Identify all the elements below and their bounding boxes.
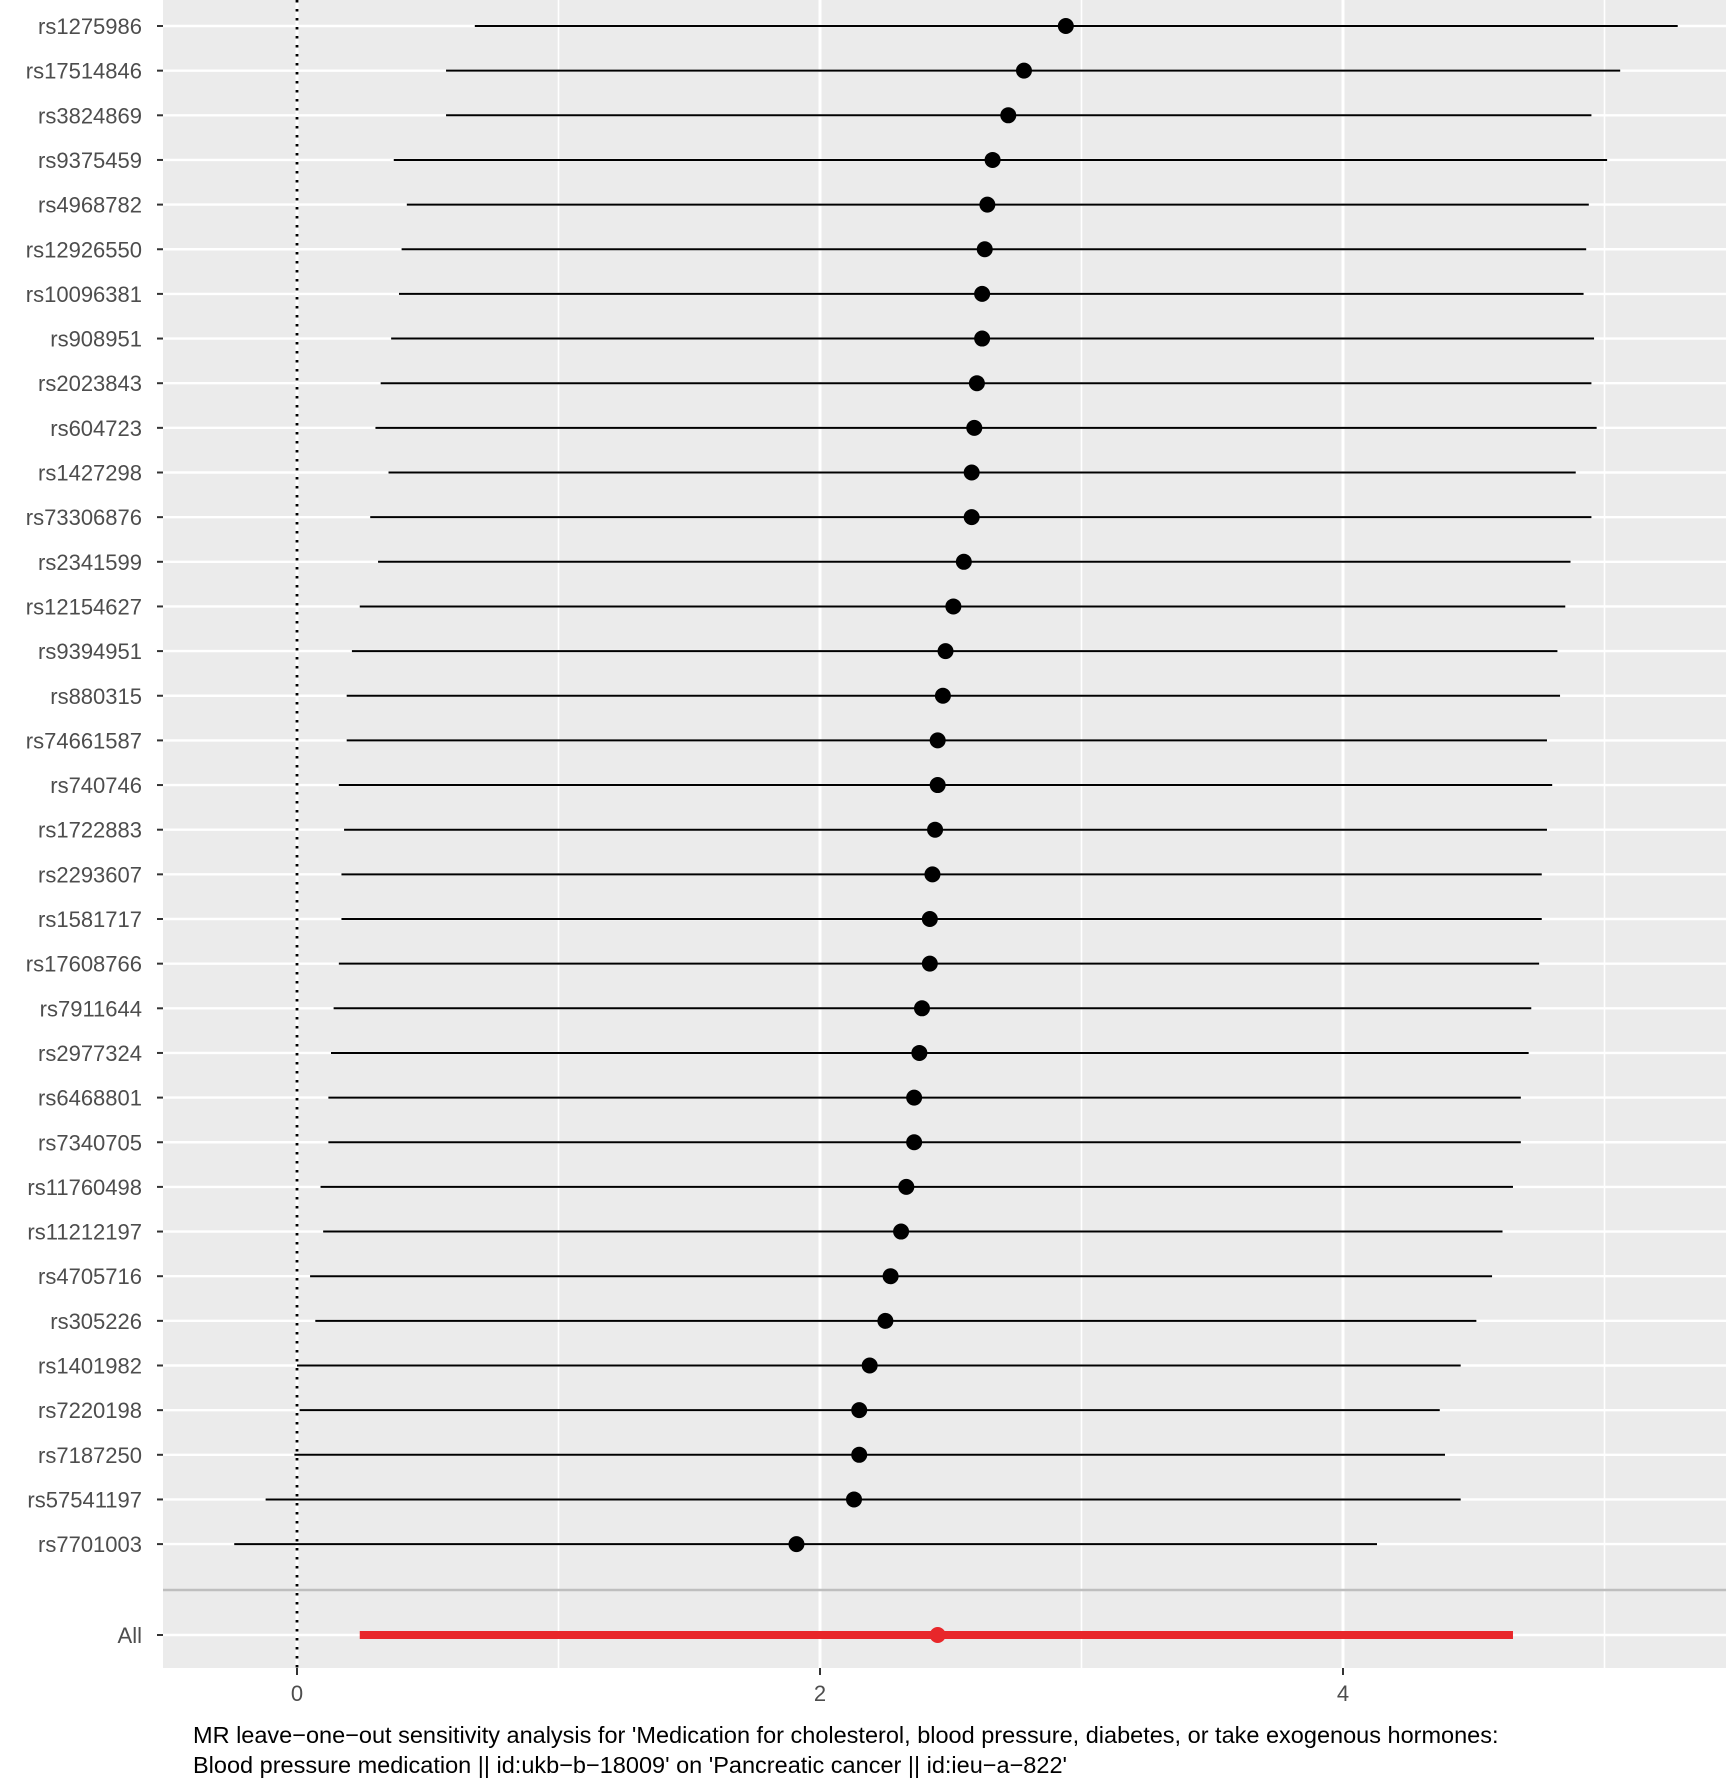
panel-background: [163, 0, 1726, 1668]
y-tick-label-rs908951: rs908951: [50, 327, 142, 352]
point-rs1581717: [921, 911, 938, 927]
y-tick-label-rs2977324: rs2977324: [38, 1041, 142, 1066]
point-rs7701003: [788, 1536, 805, 1553]
y-tick-label-rs4705716: rs4705716: [38, 1264, 142, 1289]
y-tick-label-rs17608766: rs17608766: [26, 952, 142, 977]
point-rs604723: [966, 419, 983, 436]
y-tick-label-rs11212197: rs11212197: [27, 1220, 142, 1245]
y-tick-label-rs2023843: rs2023843: [38, 371, 142, 396]
y-tick-label-rs4968782: rs4968782: [38, 193, 142, 218]
y-tick-label-rs3824869: rs3824869: [38, 103, 142, 128]
y-tick-label-rs2293607: rs2293607: [38, 862, 142, 887]
summary-estimate: [359, 1627, 1513, 1643]
y-tick-label-rs9394951: rs9394951: [38, 639, 142, 664]
y-tick-label-rs12154627: rs12154627: [26, 594, 142, 619]
y-tick-label-rs1722883: rs1722883: [38, 818, 142, 843]
y-tick-label-rs1581717: rs1581717: [38, 907, 142, 932]
y-tick-label-all: All: [118, 1623, 142, 1648]
point-rs12154627: [945, 598, 962, 615]
point-rs7187250: [851, 1446, 868, 1463]
y-tick-label-rs604723: rs604723: [50, 416, 142, 441]
y-tick-label-rs1275986: rs1275986: [38, 14, 142, 39]
point-rs1427298: [963, 464, 980, 481]
point-rs7911644: [913, 1000, 930, 1017]
point-rs880315: [934, 687, 951, 704]
y-tick-label-rs6468801: rs6468801: [38, 1086, 142, 1111]
y-axis-tick-labels: rs1275986 rs17514846 rs3824869 rs9375459 rs4…: [26, 14, 163, 1648]
y-tick-label-rs9375459: rs9375459: [38, 148, 142, 173]
point-rs6468801: [906, 1089, 923, 1106]
y-tick-label-rs10096381: rs10096381: [26, 282, 142, 307]
y-tick-label-rs12926550: rs12926550: [26, 237, 142, 262]
point-rs73306876: [963, 509, 980, 526]
y-tick-label-rs73306876: rs73306876: [26, 505, 142, 530]
point-rs2341599: [955, 553, 972, 570]
y-tick-label-rs7340705: rs7340705: [38, 1130, 142, 1155]
point-rs9375459: [984, 151, 1001, 168]
y-tick-label-rs1427298: rs1427298: [38, 461, 142, 486]
point-rs908951: [974, 330, 991, 347]
point-rs10096381: [974, 285, 991, 302]
x-tick-label: 0: [291, 1681, 303, 1706]
point-rs740746: [929, 777, 946, 794]
point-rs74661587: [929, 732, 946, 749]
point-rs2023843: [968, 375, 985, 392]
point-rs17608766: [921, 955, 938, 972]
y-tick-label-rs57541197: rs57541197: [27, 1487, 142, 1512]
point-rs4968782: [979, 196, 996, 213]
point-rs7220198: [851, 1402, 868, 1419]
y-tick-label-rs305226: rs305226: [50, 1309, 142, 1334]
point-rs9394951: [937, 643, 954, 660]
x-tick-label: 2: [814, 1681, 826, 1706]
y-tick-label-rs7911644: rs7911644: [40, 996, 142, 1021]
point-rs17514846: [1015, 62, 1032, 79]
point-rs11760498: [898, 1178, 915, 1195]
point-rs11212197: [893, 1223, 910, 1240]
point-rs4705716: [882, 1268, 899, 1285]
y-tick-label-rs880315: rs880315: [50, 684, 142, 709]
y-tick-label-rs74661587: rs74661587: [26, 728, 142, 753]
point-rs1401982: [861, 1357, 878, 1374]
y-tick-label-rs2341599: rs2341599: [38, 550, 142, 575]
x-axis-ticks: 0 2 4: [291, 1668, 1349, 1706]
point-rs1722883: [927, 821, 944, 838]
x-axis-label-line-1: MR leave−one−out sensitivity analysis fo…: [193, 1722, 1499, 1748]
x-axis-label-line-2: Blood pressure medication || id:ukb−b−18…: [193, 1752, 1067, 1778]
y-tick-label-rs7701003: rs7701003: [38, 1532, 142, 1557]
y-tick-label-rs7220198: rs7220198: [38, 1398, 142, 1423]
point-rs12926550: [976, 241, 993, 258]
point-rs2977324: [911, 1044, 928, 1061]
x-tick-label: 4: [1337, 1681, 1349, 1706]
y-tick-label-rs17514846: rs17514846: [26, 59, 142, 84]
y-tick-label-rs11760498: rs11760498: [27, 1175, 142, 1200]
y-tick-label-rs740746: rs740746: [50, 773, 142, 798]
point-rs305226: [877, 1312, 894, 1329]
summary-point: [929, 1627, 946, 1643]
point-rs3824869: [1000, 107, 1017, 124]
point-rs2293607: [924, 866, 941, 883]
y-tick-label-rs1401982: rs1401982: [38, 1354, 142, 1379]
point-rs57541197: [845, 1491, 862, 1508]
point-rs7340705: [906, 1134, 923, 1151]
y-tick-label-rs7187250: rs7187250: [38, 1443, 142, 1468]
point-rs1275986: [1057, 18, 1074, 34]
snp-estimates: [234, 18, 1678, 1553]
